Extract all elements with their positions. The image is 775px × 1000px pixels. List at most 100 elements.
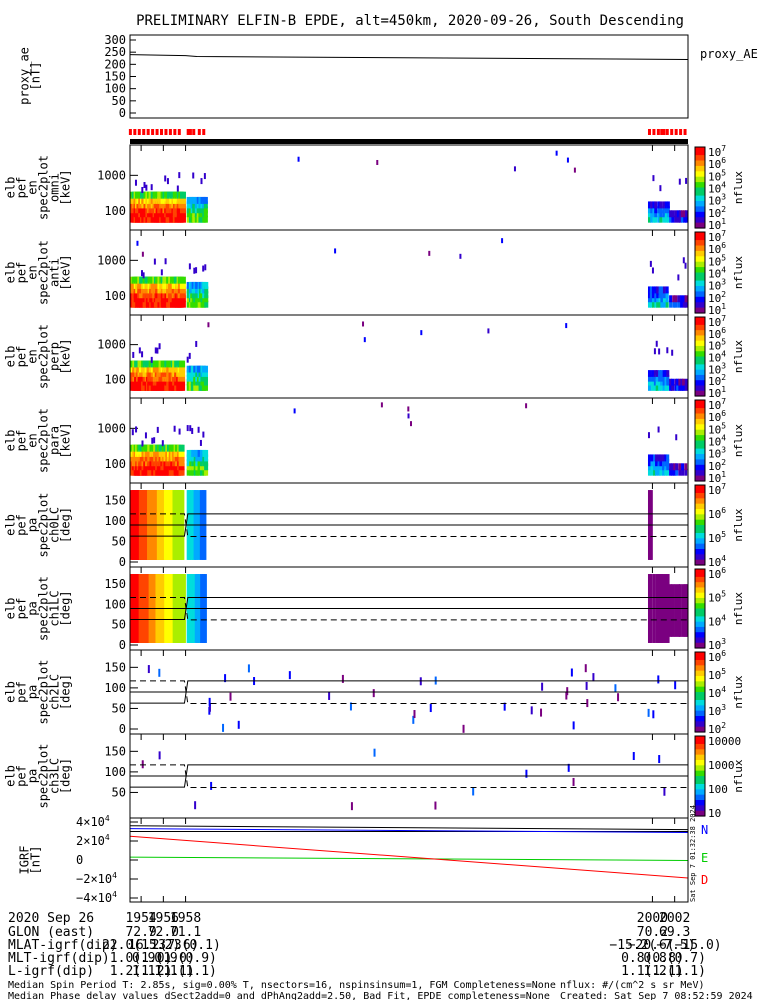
pa-ch1-cbar-cell bbox=[695, 597, 705, 602]
en-perp-cell bbox=[651, 378, 655, 386]
en-omni-cell bbox=[179, 196, 186, 204]
pa-ch2-speck bbox=[412, 715, 415, 724]
en-omni-cell bbox=[186, 215, 191, 223]
en-anti-cell bbox=[186, 295, 191, 303]
en-perp-cell bbox=[186, 356, 189, 363]
panel-igrf: IGRF[nT] 4×104 2×104 0 −2×104 −4×104 NED bbox=[18, 814, 709, 905]
coverage-bar-19 bbox=[656, 129, 660, 135]
en-perp-cell bbox=[680, 378, 684, 386]
en-para-cbar-tick-5: 102 bbox=[708, 458, 726, 473]
en-perp-cell bbox=[655, 340, 658, 347]
en-perp-frame bbox=[129, 314, 689, 399]
en-anti-cell bbox=[658, 295, 662, 303]
pa-ch0-ytick-0: 150 bbox=[104, 493, 126, 507]
pa-ch0-cbar-cell bbox=[695, 533, 705, 537]
pa-ch2-cbar-cell bbox=[695, 654, 705, 658]
pa-ch2-cbar-cell bbox=[695, 684, 705, 688]
ephem-value: 1.2(1.2) bbox=[110, 964, 173, 979]
ephem-value: 72.9 bbox=[125, 925, 156, 940]
pa-ch0-cbar-tick-0: 107 bbox=[708, 482, 726, 497]
en-perp-cbar-cell bbox=[695, 372, 705, 376]
en-anti-ytick-1: 100 bbox=[104, 289, 126, 303]
pa-ch0-cbar-cell bbox=[695, 485, 705, 489]
en-anti-cbar-cell bbox=[695, 291, 705, 295]
pa-ch1-cbar-cell bbox=[695, 603, 705, 607]
en-anti-cell bbox=[672, 295, 676, 303]
en-omni-cell bbox=[203, 206, 208, 214]
ephem-value: 1.2(1.1) bbox=[643, 964, 706, 979]
en-omni-cell bbox=[647, 210, 651, 218]
en-omni-cbar-cell bbox=[695, 187, 705, 191]
en-omni-cell bbox=[203, 173, 206, 180]
en-omni-cbar-frame bbox=[694, 146, 706, 229]
pa-ch1-cbar-cell bbox=[695, 590, 705, 594]
en-para-cell bbox=[657, 463, 661, 471]
pa-ch2-speck bbox=[540, 708, 543, 717]
en-perp-cell bbox=[186, 370, 191, 377]
en-anti-cell bbox=[193, 267, 196, 274]
en-para-cbar-tick-6: 101 bbox=[708, 470, 726, 485]
en-para-cell bbox=[197, 449, 202, 457]
en-omni-ylabel-3: spec2plot bbox=[37, 155, 51, 220]
en-para-cell bbox=[197, 426, 200, 433]
en-anti-cell bbox=[204, 295, 209, 303]
coverage-bar-3 bbox=[142, 129, 146, 135]
en-omni-frame bbox=[129, 144, 689, 231]
en-para-cell bbox=[664, 459, 668, 467]
en-para-cbar-cell bbox=[695, 451, 705, 455]
en-anti-cbar-cell bbox=[695, 304, 705, 309]
pa-ch2-speck bbox=[565, 691, 568, 700]
en-perp-cell bbox=[658, 374, 662, 382]
en-para-cell bbox=[186, 454, 191, 462]
en-omni-cell bbox=[666, 210, 670, 218]
en-para-cell bbox=[657, 459, 661, 467]
en-omni-speck bbox=[555, 150, 558, 156]
pa-ch1-cbar-cell bbox=[695, 574, 705, 578]
en-para-cell bbox=[664, 463, 668, 471]
en-anti-cbar-tick-6: 101 bbox=[708, 302, 726, 317]
pa-ch2-cbar-cell bbox=[695, 705, 705, 709]
pa-ch1-cbar-tick-2: 104 bbox=[708, 613, 726, 628]
pa-ch0-cbar-cell bbox=[695, 549, 705, 553]
en-anti-ylabel-4: anti bbox=[48, 258, 62, 287]
pa-ch2-cbar-label: nflux bbox=[732, 675, 745, 708]
en-omni-cell bbox=[657, 206, 661, 214]
igrf-ytick-1: 2×104 bbox=[76, 833, 110, 848]
en-perp-cell bbox=[201, 370, 206, 377]
en-anti-cell bbox=[195, 267, 198, 274]
en-anti-cbar-frame bbox=[694, 231, 706, 314]
pa-ch3-cbar-cell bbox=[695, 741, 705, 745]
en-omni-cbar-cell bbox=[695, 182, 705, 186]
en-para-cell bbox=[671, 463, 675, 471]
en-anti-cell bbox=[654, 291, 658, 299]
en-omni-cell bbox=[203, 196, 208, 204]
pa-ch1-cbar-cell bbox=[695, 616, 705, 620]
en-omni-cbar-cell bbox=[695, 214, 705, 218]
en-omni-cell bbox=[669, 215, 673, 223]
en-omni-speck bbox=[573, 167, 576, 173]
en-perp-cbar-cell bbox=[695, 340, 705, 344]
ephem-value: 1.1(1.1) bbox=[154, 964, 217, 979]
igrf-ylabel-0: IGRF bbox=[18, 846, 32, 875]
en-anti-cell bbox=[674, 300, 678, 308]
pa-ch1-ylabel-4: ch1LC bbox=[48, 590, 62, 626]
en-para-cbar-cell bbox=[695, 459, 705, 463]
en-para-cell bbox=[186, 459, 191, 467]
en-para-cell bbox=[204, 463, 209, 471]
pa-ch1-ylabel-3: spec2plot bbox=[37, 576, 51, 641]
coverage-bar-21 bbox=[662, 129, 666, 135]
en-anti-cell bbox=[684, 262, 687, 269]
en-perp-cbar-cell bbox=[695, 364, 705, 368]
en-perp-cell bbox=[188, 370, 193, 377]
igrf-series-E bbox=[129, 856, 689, 861]
en-para-cbar-cell bbox=[695, 421, 705, 425]
pa-ch2-speck bbox=[413, 710, 416, 719]
en-omni-cell bbox=[674, 210, 678, 218]
en-omni-cell bbox=[650, 201, 654, 209]
en-omni-cell bbox=[659, 215, 663, 223]
en-anti-cbar-cell bbox=[695, 256, 705, 260]
pa-ch2-cbar-cell bbox=[695, 660, 705, 664]
en-omni-cbar-cell bbox=[695, 163, 705, 167]
pa-ch2-speck bbox=[229, 692, 232, 701]
